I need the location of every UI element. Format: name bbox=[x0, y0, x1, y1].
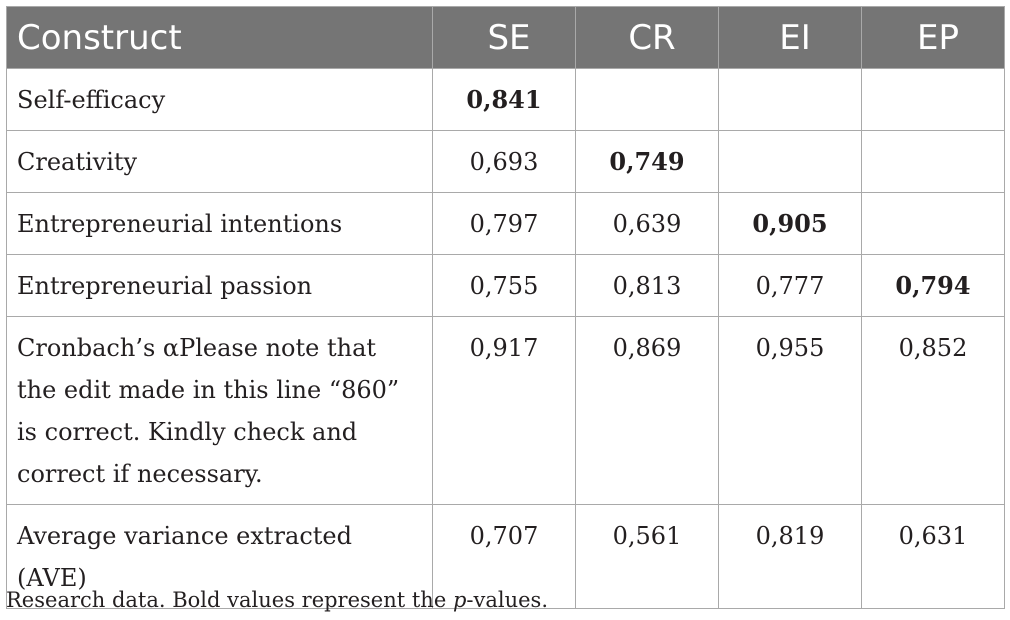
value-cell: 0,777 bbox=[718, 254, 862, 317]
header-ep: EP bbox=[861, 6, 1005, 69]
construct-cell: Entrepreneurial passion bbox=[6, 254, 433, 317]
table-row: Self-efficacy 0,841 bbox=[6, 68, 1005, 131]
header-row: Construct SE CR EI EP bbox=[6, 6, 1005, 69]
table-footnote: Research data. Bold values represent the… bbox=[6, 586, 548, 614]
value-cell: 0,869 bbox=[575, 316, 719, 505]
value-cell: 0,639 bbox=[575, 192, 719, 255]
value-cell bbox=[861, 192, 1005, 255]
table-row: Entrepreneurial intentions 0,797 0,639 0… bbox=[6, 192, 1005, 255]
value-cell bbox=[718, 68, 862, 131]
value-cell: 0,852 bbox=[861, 316, 1005, 505]
header-se: SE bbox=[432, 6, 576, 69]
header-construct: Construct bbox=[6, 6, 433, 69]
value-cell: 0,794 bbox=[861, 254, 1005, 317]
value-cell: 0,905 bbox=[718, 192, 862, 255]
value-cell bbox=[861, 130, 1005, 193]
footnote-italic: p bbox=[452, 588, 467, 612]
value-cell: 0,819 bbox=[718, 504, 862, 609]
table-row: Creativity 0,693 0,749 bbox=[6, 130, 1005, 193]
table-row: Average variance extracted (AVE) 0,707 0… bbox=[6, 504, 1005, 609]
discriminant-validity-table: Construct SE CR EI EP Self-efficacy 0,84… bbox=[6, 6, 1005, 609]
footnote-prefix: Research data. Bold values represent the bbox=[6, 588, 453, 612]
value-cell: 0,917 bbox=[432, 316, 576, 505]
value-cell: 0,561 bbox=[575, 504, 719, 609]
value-cell: 0,631 bbox=[861, 504, 1005, 609]
value-cell: 0,693 bbox=[432, 130, 576, 193]
header-cr: CR bbox=[575, 6, 719, 69]
value-cell: 0,841 bbox=[432, 68, 576, 131]
value-cell bbox=[575, 68, 719, 131]
header-ei: EI bbox=[718, 6, 862, 69]
value-cell: 0,707 bbox=[432, 504, 576, 609]
value-cell: 0,813 bbox=[575, 254, 719, 317]
value-cell bbox=[861, 68, 1005, 131]
table-row: Cronbach’s αPlease note that the edit ma… bbox=[6, 316, 1005, 505]
table-row: Entrepreneurial passion 0,755 0,813 0,77… bbox=[6, 254, 1005, 317]
construct-cell: Average variance extracted (AVE) bbox=[6, 504, 433, 609]
value-cell: 0,797 bbox=[432, 192, 576, 255]
value-cell bbox=[718, 130, 862, 193]
value-cell: 0,749 bbox=[575, 130, 719, 193]
construct-cell: Cronbach’s αPlease note that the edit ma… bbox=[6, 316, 433, 505]
footnote-suffix: -values. bbox=[466, 588, 548, 612]
value-cell: 0,955 bbox=[718, 316, 862, 505]
value-cell: 0,755 bbox=[432, 254, 576, 317]
construct-cell: Creativity bbox=[6, 130, 433, 193]
construct-cell: Self-efficacy bbox=[6, 68, 433, 131]
construct-cell: Entrepreneurial intentions bbox=[6, 192, 433, 255]
